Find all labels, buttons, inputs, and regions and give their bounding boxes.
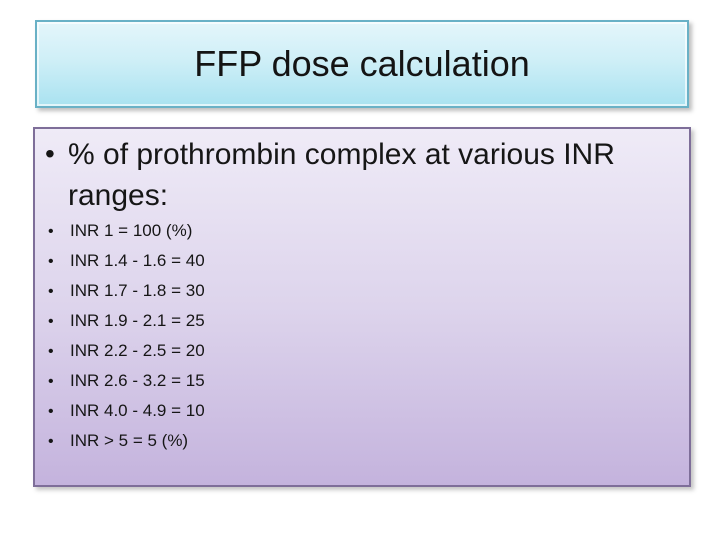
bullet-icon: • — [48, 343, 54, 360]
bullet-icon: • — [48, 223, 54, 240]
bullet-icon: • — [48, 433, 54, 450]
slide-title: FFP dose calculation — [194, 43, 530, 84]
list-item-text: INR 4.0 - 4.9 = 10 — [70, 401, 205, 420]
list-item-text: INR > 5 = 5 (%) — [70, 431, 189, 450]
list-item-text: INR 2.2 - 2.5 = 20 — [70, 341, 205, 360]
bullet-icon: • — [48, 403, 54, 420]
bullet-icon: • — [48, 283, 54, 300]
list-item: • INR > 5 = 5 (%) — [45, 426, 669, 456]
bullet-icon: • — [48, 253, 54, 270]
inr-ranges-list: • INR 1 = 100 (%) • INR 1.4 - 1.6 = 40 •… — [45, 216, 669, 456]
list-item: • INR 4.0 - 4.9 = 10 — [45, 396, 669, 426]
title-box: FFP dose calculation — [35, 20, 689, 108]
bullet-icon: • — [48, 313, 54, 330]
bullet-icon: • — [48, 373, 54, 390]
list-item: • INR 1.4 - 1.6 = 40 — [45, 246, 669, 276]
lead-bullet: • % of prothrombin complex at various IN… — [45, 135, 669, 216]
content-box: • % of prothrombin complex at various IN… — [33, 127, 691, 487]
lead-bullet-text: % of prothrombin complex at various INR … — [68, 138, 615, 212]
list-item-text: INR 1 = 100 (%) — [70, 221, 193, 240]
list-item: • INR 1.9 - 2.1 = 25 — [45, 306, 669, 336]
bullet-icon: • — [45, 138, 55, 169]
list-item-text: INR 2.6 - 3.2 = 15 — [70, 371, 205, 390]
list-item: • INR 1.7 - 1.8 = 30 — [45, 276, 669, 306]
list-item-text: INR 1.7 - 1.8 = 30 — [70, 281, 205, 300]
list-item: • INR 2.2 - 2.5 = 20 — [45, 336, 669, 366]
list-item: • INR 2.6 - 3.2 = 15 — [45, 366, 669, 396]
list-item: • INR 1 = 100 (%) — [45, 216, 669, 246]
list-item-text: INR 1.9 - 2.1 = 25 — [70, 311, 205, 330]
list-item-text: INR 1.4 - 1.6 = 40 — [70, 251, 205, 270]
